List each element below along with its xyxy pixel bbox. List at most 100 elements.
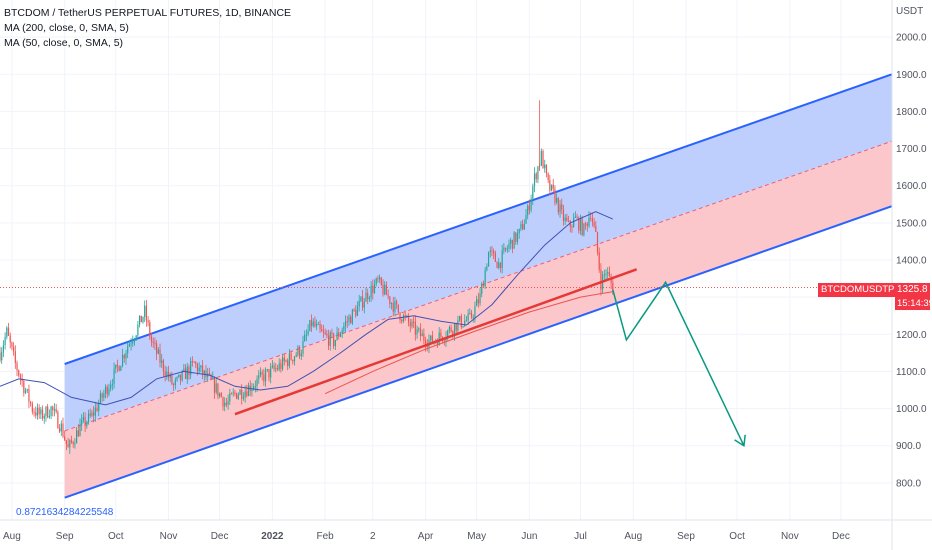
candle <box>212 371 214 380</box>
candle-body <box>9 335 11 343</box>
candle-body <box>304 335 306 342</box>
candle-body <box>470 312 473 318</box>
candle <box>173 382 175 391</box>
candle <box>520 221 522 232</box>
candle-body <box>31 403 33 412</box>
candle-body <box>57 411 59 429</box>
candle <box>121 348 124 368</box>
candle <box>584 221 587 230</box>
candle-body <box>533 173 536 187</box>
candle-body <box>489 250 491 253</box>
candle-body <box>476 299 478 307</box>
candle-body <box>104 386 107 394</box>
candle <box>338 328 340 340</box>
candle-body <box>413 321 415 323</box>
candle-body <box>198 367 200 372</box>
candle-body <box>65 440 67 445</box>
candle-body <box>567 220 570 222</box>
candle <box>280 359 282 373</box>
candle <box>293 355 296 366</box>
candle <box>595 221 597 232</box>
candle <box>409 318 411 333</box>
candle <box>161 354 163 368</box>
candle <box>84 412 86 433</box>
candle <box>253 383 255 391</box>
candle-body <box>299 346 301 357</box>
candle-body <box>195 362 197 365</box>
candle-body <box>542 150 544 169</box>
channel-lower-fill <box>64 141 893 498</box>
candle-body <box>513 232 515 249</box>
candle-body <box>527 205 529 216</box>
candle <box>190 357 192 380</box>
candle-body <box>578 217 580 231</box>
candle <box>310 314 313 333</box>
ma50-legend[interactable]: MA (50, close, 0, SMA, 5) <box>4 37 124 49</box>
candle <box>247 382 250 397</box>
candle-body <box>423 333 425 341</box>
candle-body <box>164 371 166 377</box>
candle-body <box>448 327 451 331</box>
candle <box>350 314 352 324</box>
candle <box>261 369 263 381</box>
projection-arrowhead <box>734 434 746 447</box>
candle-body <box>52 406 54 411</box>
candle <box>503 242 505 255</box>
candle-body <box>584 223 587 225</box>
candle-body <box>246 391 248 397</box>
candle-body <box>392 303 394 312</box>
x-tick-label: Oct <box>729 531 745 542</box>
candle <box>276 364 279 372</box>
candle <box>482 280 485 287</box>
candle-body <box>247 385 250 397</box>
candle-body <box>312 321 314 326</box>
candle <box>232 388 234 397</box>
candle-body <box>530 198 532 211</box>
candle <box>416 325 418 339</box>
candle-body <box>361 296 364 308</box>
candle <box>230 392 233 395</box>
candle <box>89 408 91 419</box>
candle-body <box>503 247 505 251</box>
candle-body <box>310 320 313 326</box>
candle-body <box>571 226 573 228</box>
candle <box>414 315 416 341</box>
candle-body <box>33 411 35 413</box>
x-tick-label: Aug <box>3 531 21 542</box>
candle-body <box>19 375 22 379</box>
candle <box>53 403 56 417</box>
candle <box>135 334 137 341</box>
candle-body <box>339 333 342 337</box>
candle <box>113 362 115 389</box>
candle <box>336 326 338 341</box>
candle-body <box>455 323 457 331</box>
candle <box>292 359 294 365</box>
candle-body <box>501 250 503 268</box>
candle <box>367 288 369 305</box>
candle <box>98 399 100 417</box>
ma200-legend[interactable]: MA (200, close, 0, SMA, 5) <box>4 22 129 34</box>
candle-body <box>608 272 611 277</box>
candle <box>9 332 11 349</box>
candle <box>254 380 256 393</box>
candle <box>43 413 45 424</box>
candle-body <box>157 349 159 354</box>
candle-body <box>1 352 3 361</box>
candle-body <box>450 327 452 332</box>
candle-body <box>452 331 454 335</box>
candle <box>220 391 222 398</box>
candle-body <box>576 216 578 218</box>
candle <box>513 231 515 249</box>
candle <box>379 274 381 284</box>
candle <box>283 353 285 366</box>
candle-body <box>241 389 243 399</box>
candle <box>171 371 173 386</box>
symbol-title[interactable]: BTCDOM / TetherUS PERPETUAL FUTURES, 1D,… <box>4 7 292 19</box>
candle-body <box>156 343 158 354</box>
candle-body <box>152 341 154 343</box>
candle-body <box>258 375 260 379</box>
candle <box>467 309 469 326</box>
candle-body <box>213 377 216 393</box>
candle-body <box>516 233 519 242</box>
